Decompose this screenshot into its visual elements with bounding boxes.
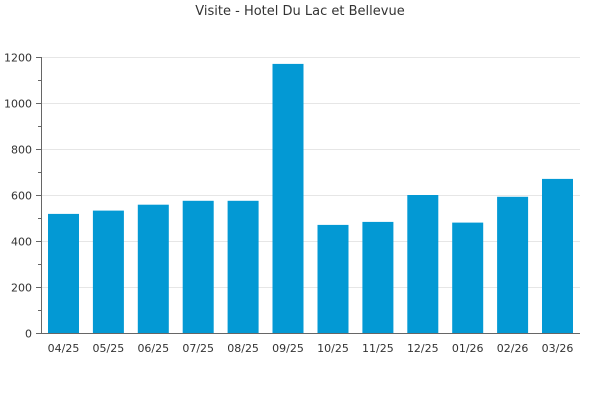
x-tick-label: 10/25 bbox=[317, 342, 349, 355]
bar-11-25 bbox=[362, 221, 394, 333]
bar-06-25 bbox=[137, 204, 169, 333]
bar-04-25 bbox=[48, 213, 79, 333]
y-tick-label: 0 bbox=[25, 328, 32, 341]
x-tick-label: 07/25 bbox=[182, 342, 214, 355]
x-tick-label: 03/26 bbox=[542, 342, 574, 355]
y-tick-label: 800 bbox=[11, 144, 32, 157]
bar-08-25 bbox=[227, 200, 259, 334]
x-tick-label: 06/25 bbox=[137, 342, 169, 355]
y-tick-label: 1000 bbox=[4, 98, 32, 111]
x-tick-label: 11/25 bbox=[362, 342, 394, 355]
x-tick-label: 08/25 bbox=[227, 342, 259, 355]
bar-02-26 bbox=[497, 196, 529, 333]
bar-12-25 bbox=[407, 195, 439, 333]
bar-10-25 bbox=[317, 224, 349, 333]
bar-03-26 bbox=[542, 178, 573, 333]
y-tick-label: 1200 bbox=[4, 52, 32, 65]
x-tick-label: 04/25 bbox=[48, 342, 80, 355]
y-tick-label: 600 bbox=[11, 190, 32, 203]
chart-title: Visite - Hotel Du Lac et Bellevue bbox=[195, 4, 405, 19]
y-tick-label: 200 bbox=[11, 282, 32, 295]
y-tick-label: 400 bbox=[11, 236, 32, 249]
x-tick-label: 09/25 bbox=[272, 342, 304, 355]
bar-01-26 bbox=[452, 222, 484, 333]
x-tick-label: 02/26 bbox=[497, 342, 529, 355]
bar-07-25 bbox=[182, 200, 214, 334]
x-tick-label: 05/25 bbox=[93, 342, 125, 355]
bar-05-25 bbox=[92, 210, 124, 333]
x-tick-label: 01/26 bbox=[452, 342, 484, 355]
bar-09-25 bbox=[272, 63, 304, 334]
x-tick-label: 12/25 bbox=[407, 342, 439, 355]
